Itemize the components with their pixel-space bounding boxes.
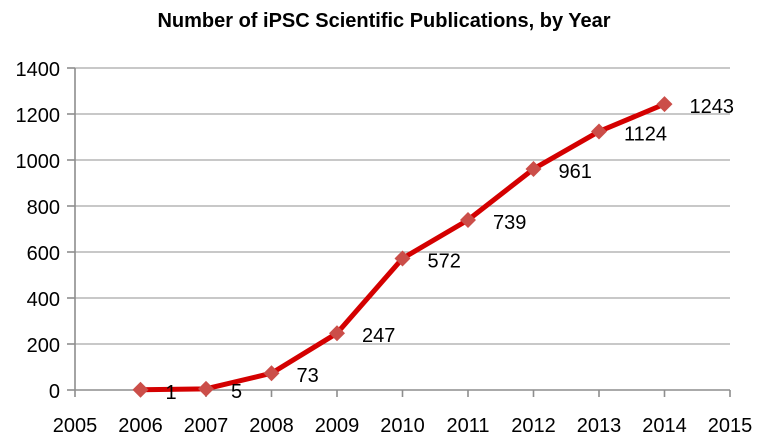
data-point-marker [460,212,476,229]
y-tick-label: 800 [27,197,60,219]
y-tick-label: 1000 [16,151,61,173]
y-tick-label: 600 [27,243,60,265]
data-point-marker [329,325,345,342]
x-tick-label: 2010 [380,415,425,437]
y-tick-label: 400 [27,289,60,311]
data-point-marker [263,365,280,382]
data-point-marker [394,250,411,267]
data-point-label: 247 [362,325,395,347]
x-tick-label: 2008 [249,415,294,437]
data-point-marker [656,96,673,113]
x-tick-label: 2012 [511,415,556,437]
data-point-label: 1124 [624,123,667,145]
data-point-marker [198,380,214,397]
data-point-label: 73 [297,365,319,387]
data-point-label: 1243 [690,96,735,118]
data-point-label: 5 [231,381,242,403]
x-tick-label: 2009 [315,415,360,437]
x-tick-label: 2015 [708,415,753,437]
data-point-marker [591,123,607,140]
y-tick-label: 1200 [16,105,61,127]
chart-title: Number of iPSC Scientific Publications, … [157,10,611,32]
data-point-marker [525,160,542,177]
x-tick-label: 2013 [577,415,622,437]
y-tick-label: 200 [27,335,60,357]
data-point-label: 572 [428,250,461,272]
x-tick-label: 2014 [642,415,687,437]
data-point-marker [132,381,149,398]
data-point-label: 961 [559,161,592,183]
x-tick-label: 2006 [118,415,163,437]
y-tick-label: 1400 [16,59,61,81]
data-point-label: 1 [166,382,177,404]
y-tick-label: 0 [49,381,60,403]
series-line [138,101,667,393]
x-tick-label: 2005 [53,415,98,437]
x-tick-label: 2007 [184,415,229,437]
data-point-label: 739 [493,212,526,234]
x-tick-label: 2011 [446,415,489,437]
